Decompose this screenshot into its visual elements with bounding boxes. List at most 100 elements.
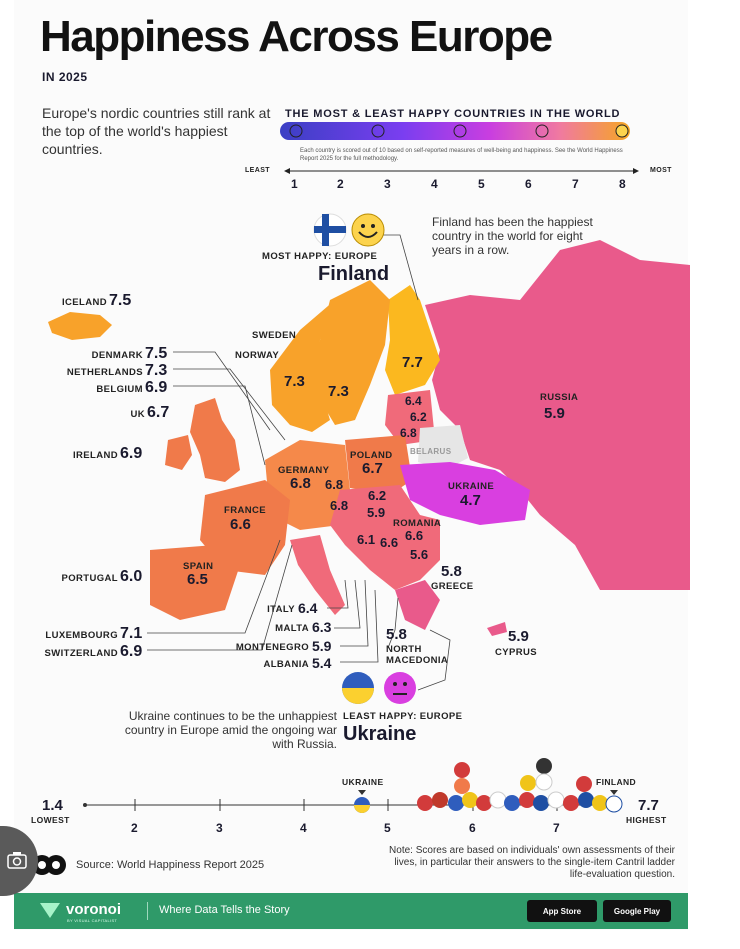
scale-least-label: LEAST <box>245 167 270 174</box>
country-italy <box>290 535 345 615</box>
country-cyprus <box>487 622 507 636</box>
least-happy-tag: LEAST HAPPY: EUROPE <box>343 711 463 722</box>
label-luxembourg: LUXEMBOURG <box>45 630 118 641</box>
most-happy-country: Finland <box>318 263 390 285</box>
label-cyprus: CYPRUS <box>495 647 537 658</box>
app-store-button[interactable]: App Store <box>527 900 597 922</box>
country-flag-cluster <box>417 758 623 813</box>
value-portugal: 6.0 <box>120 568 143 585</box>
value-greece: 5.8 <box>441 563 462 580</box>
label-albania: ALBANIA <box>263 659 309 670</box>
label-poland: POLAND <box>350 450 393 461</box>
value-iceland: 7.5 <box>109 292 132 309</box>
least-happy-country: Ukraine <box>343 723 417 745</box>
scale-tick-5: 5 <box>478 177 485 191</box>
footer-note: Note: Scores are based on individuals' o… <box>389 845 675 880</box>
ukraine-emblem <box>342 672 416 704</box>
value-russia: 5.9 <box>544 405 565 422</box>
label-norway: NORWAY <box>235 350 280 361</box>
bottom-low-value: 1.4 <box>42 797 63 814</box>
voronoi-logo-icon <box>40 903 60 918</box>
country-finland <box>385 285 440 395</box>
value-romania: 6.6 <box>405 528 424 543</box>
country-ireland <box>165 435 192 470</box>
label-uk: UK <box>130 409 145 420</box>
value-serbia: 6.6 <box>380 535 399 550</box>
value-albania: 5.4 <box>312 655 332 671</box>
page-title: Happiness Across Europe <box>40 12 553 61</box>
country-uk <box>190 398 240 482</box>
label-spain: SPAIN <box>183 561 214 572</box>
country-norway <box>270 300 335 432</box>
bottom-low-label: LOWEST <box>31 815 70 825</box>
bottom-tick-7: 7 <box>553 821 560 835</box>
leader-lines <box>147 234 451 691</box>
camera-search-icon <box>7 852 27 869</box>
bottom-tick-5: 5 <box>384 821 391 835</box>
label-france: FRANCE <box>224 505 266 516</box>
tagline: Where Data Tells the Story <box>159 904 290 916</box>
value-norway: 7.3 <box>284 373 305 390</box>
value-italy: 6.4 <box>298 600 318 616</box>
scale-title: THE MOST & LEAST HAPPY COUNTRIES IN THE … <box>285 108 621 120</box>
value-latvia: 6.2 <box>410 410 427 424</box>
scale-gradient-bar <box>280 122 630 140</box>
most-happy-tag: MOST HAPPY: EUROPE <box>262 251 378 262</box>
value-montenegro: 5.9 <box>312 638 332 654</box>
bottom-tick-3: 3 <box>216 821 223 835</box>
scale-tick-4: 4 <box>431 177 438 191</box>
label-romania: ROMANIA <box>393 518 442 529</box>
country-greece <box>395 580 440 630</box>
value-north-macedonia: 5.8 <box>386 626 407 643</box>
country-iceland <box>48 312 112 340</box>
label-switzerland: SWITZERLAND <box>44 648 118 659</box>
footer-divider <box>147 902 148 920</box>
intro-text: Europe's nordic countries still rank at … <box>42 105 271 157</box>
bottom-tick-4: 4 <box>300 821 307 835</box>
bottom-ukraine-marker: UKRAINE <box>342 777 384 787</box>
scale-tick-1: 1 <box>291 177 298 191</box>
label-malta: MALTA <box>275 623 309 634</box>
happiness-scale <box>280 122 639 174</box>
value-estonia: 6.4 <box>405 394 422 408</box>
label-belarus: BELARUS <box>410 447 452 456</box>
finland-emblem <box>313 213 385 247</box>
scale-tick-7: 7 <box>572 177 579 191</box>
label-netherlands: NETHERLANDS <box>66 367 143 378</box>
country-ukraine <box>400 462 530 525</box>
value-uk: 6.7 <box>147 404 170 421</box>
label-montenegro: MONTENEGRO <box>235 642 309 653</box>
value-poland: 6.7 <box>362 460 383 477</box>
label-greece: GREECE <box>431 581 474 592</box>
label-italy: ITALY <box>267 604 295 615</box>
country-russia <box>425 240 690 590</box>
value-malta: 6.3 <box>312 619 332 635</box>
bottom-tick-2: 2 <box>131 821 138 835</box>
value-croatia: 6.1 <box>357 532 376 547</box>
label-iceland: ICELAND <box>61 297 107 308</box>
value-sweden: 7.3 <box>328 383 349 400</box>
scale-tick-2: 2 <box>337 177 344 191</box>
least-happy-note: Ukraine continues to be the unhappiest c… <box>124 709 337 751</box>
label-denmark: DENMARK <box>91 350 143 361</box>
most-happy-note: Finland has been the happiest country in… <box>432 215 593 257</box>
scale-note: Each country is scored out of 10 based o… <box>300 148 623 162</box>
value-denmark: 7.5 <box>145 345 168 362</box>
label-sweden: SWEDEN <box>252 330 297 341</box>
label-portugal: PORTUGAL <box>61 573 118 584</box>
google-play-button[interactable]: Google Play <box>603 900 671 922</box>
label-germany: GERMANY <box>278 465 330 476</box>
value-czechia: 6.8 <box>325 477 344 492</box>
country-sweden <box>315 280 390 425</box>
value-germany: 6.8 <box>290 475 311 492</box>
label-ireland: IRELAND <box>72 450 118 461</box>
scale-tick-8: 8 <box>619 177 626 191</box>
bottom-finland-marker: FINLAND <box>596 777 637 787</box>
source-text: Source: World Happiness Report 2025 <box>76 859 265 871</box>
page-subtitle: IN 2025 <box>42 70 88 84</box>
value-lithuania: 6.8 <box>400 426 417 440</box>
value-ireland: 6.9 <box>120 445 143 462</box>
value-ukraine: 4.7 <box>460 492 481 509</box>
country-belarus <box>418 425 468 470</box>
